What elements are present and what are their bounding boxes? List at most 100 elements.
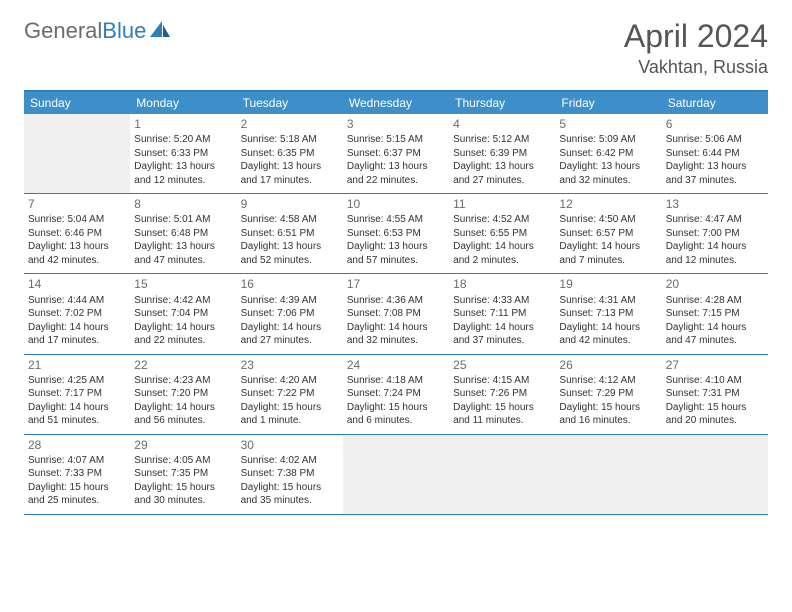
- weeks-container: 1Sunrise: 5:20 AMSunset: 6:33 PMDaylight…: [24, 114, 768, 515]
- sunrise-text: Sunrise: 5:12 AM: [453, 133, 551, 147]
- sunset-text: Sunset: 7:33 PM: [28, 467, 126, 481]
- sunset-text: Sunset: 7:17 PM: [28, 387, 126, 401]
- daylight-text: Daylight: 14 hours and 12 minutes.: [666, 240, 764, 267]
- brand-name: GeneralBlue: [24, 18, 146, 44]
- day-cell: [24, 114, 130, 193]
- sunrise-text: Sunrise: 5:15 AM: [347, 133, 445, 147]
- day-number: 10: [347, 196, 445, 212]
- sunset-text: Sunset: 6:46 PM: [28, 227, 126, 241]
- weekday-wed: Wednesday: [343, 92, 449, 114]
- day-cell: 1Sunrise: 5:20 AMSunset: 6:33 PMDaylight…: [130, 114, 236, 193]
- day-cell: 21Sunrise: 4:25 AMSunset: 7:17 PMDayligh…: [24, 355, 130, 434]
- sunrise-text: Sunrise: 5:06 AM: [666, 133, 764, 147]
- sunset-text: Sunset: 7:00 PM: [666, 227, 764, 241]
- daylight-text: Daylight: 14 hours and 37 minutes.: [453, 321, 551, 348]
- sunrise-text: Sunrise: 4:28 AM: [666, 294, 764, 308]
- sunrise-text: Sunrise: 4:33 AM: [453, 294, 551, 308]
- day-number: 14: [28, 276, 126, 292]
- day-cell: 7Sunrise: 5:04 AMSunset: 6:46 PMDaylight…: [24, 194, 130, 273]
- sunset-text: Sunset: 6:35 PM: [241, 147, 339, 161]
- sunset-text: Sunset: 7:13 PM: [559, 307, 657, 321]
- sunset-text: Sunset: 7:26 PM: [453, 387, 551, 401]
- daylight-text: Daylight: 14 hours and 2 minutes.: [453, 240, 551, 267]
- day-cell: 10Sunrise: 4:55 AMSunset: 6:53 PMDayligh…: [343, 194, 449, 273]
- day-cell: [449, 435, 555, 514]
- daylight-text: Daylight: 13 hours and 12 minutes.: [134, 160, 232, 187]
- day-cell: 4Sunrise: 5:12 AMSunset: 6:39 PMDaylight…: [449, 114, 555, 193]
- day-cell: 30Sunrise: 4:02 AMSunset: 7:38 PMDayligh…: [237, 435, 343, 514]
- daylight-text: Daylight: 14 hours and 51 minutes.: [28, 401, 126, 428]
- week-row: 14Sunrise: 4:44 AMSunset: 7:02 PMDayligh…: [24, 274, 768, 354]
- day-number: 16: [241, 276, 339, 292]
- daylight-text: Daylight: 13 hours and 17 minutes.: [241, 160, 339, 187]
- location: Vakhtan, Russia: [624, 57, 768, 78]
- daylight-text: Daylight: 14 hours and 17 minutes.: [28, 321, 126, 348]
- daylight-text: Daylight: 13 hours and 42 minutes.: [28, 240, 126, 267]
- sunrise-text: Sunrise: 4:42 AM: [134, 294, 232, 308]
- daylight-text: Daylight: 14 hours and 32 minutes.: [347, 321, 445, 348]
- sunset-text: Sunset: 7:15 PM: [666, 307, 764, 321]
- day-number: 27: [666, 357, 764, 373]
- weekday-fri: Friday: [555, 92, 661, 114]
- day-number: 1: [134, 116, 232, 132]
- day-cell: 16Sunrise: 4:39 AMSunset: 7:06 PMDayligh…: [237, 274, 343, 353]
- day-cell: 2Sunrise: 5:18 AMSunset: 6:35 PMDaylight…: [237, 114, 343, 193]
- sunset-text: Sunset: 6:39 PM: [453, 147, 551, 161]
- day-cell: 18Sunrise: 4:33 AMSunset: 7:11 PMDayligh…: [449, 274, 555, 353]
- daylight-text: Daylight: 14 hours and 42 minutes.: [559, 321, 657, 348]
- sunrise-text: Sunrise: 4:39 AM: [241, 294, 339, 308]
- day-cell: 27Sunrise: 4:10 AMSunset: 7:31 PMDayligh…: [662, 355, 768, 434]
- day-cell: 3Sunrise: 5:15 AMSunset: 6:37 PMDaylight…: [343, 114, 449, 193]
- daylight-text: Daylight: 15 hours and 16 minutes.: [559, 401, 657, 428]
- daylight-text: Daylight: 13 hours and 22 minutes.: [347, 160, 445, 187]
- sunrise-text: Sunrise: 4:44 AM: [28, 294, 126, 308]
- day-number: 25: [453, 357, 551, 373]
- day-number: 20: [666, 276, 764, 292]
- sunrise-text: Sunrise: 4:23 AM: [134, 374, 232, 388]
- sunset-text: Sunset: 6:37 PM: [347, 147, 445, 161]
- weekday-tue: Tuesday: [237, 92, 343, 114]
- daylight-text: Daylight: 13 hours and 37 minutes.: [666, 160, 764, 187]
- day-cell: 25Sunrise: 4:15 AMSunset: 7:26 PMDayligh…: [449, 355, 555, 434]
- daylight-text: Daylight: 15 hours and 20 minutes.: [666, 401, 764, 428]
- brand-part1: General: [24, 18, 102, 43]
- sunset-text: Sunset: 7:24 PM: [347, 387, 445, 401]
- daylight-text: Daylight: 15 hours and 25 minutes.: [28, 481, 126, 508]
- daylight-text: Daylight: 13 hours and 27 minutes.: [453, 160, 551, 187]
- brand-logo: GeneralBlue: [24, 18, 172, 44]
- sunset-text: Sunset: 6:44 PM: [666, 147, 764, 161]
- sunrise-text: Sunrise: 4:20 AM: [241, 374, 339, 388]
- day-cell: 28Sunrise: 4:07 AMSunset: 7:33 PMDayligh…: [24, 435, 130, 514]
- day-cell: 17Sunrise: 4:36 AMSunset: 7:08 PMDayligh…: [343, 274, 449, 353]
- day-number: 28: [28, 437, 126, 453]
- day-cell: 15Sunrise: 4:42 AMSunset: 7:04 PMDayligh…: [130, 274, 236, 353]
- day-number: 22: [134, 357, 232, 373]
- sunset-text: Sunset: 7:31 PM: [666, 387, 764, 401]
- day-cell: 22Sunrise: 4:23 AMSunset: 7:20 PMDayligh…: [130, 355, 236, 434]
- day-cell: 29Sunrise: 4:05 AMSunset: 7:35 PMDayligh…: [130, 435, 236, 514]
- day-cell: [662, 435, 768, 514]
- sunset-text: Sunset: 7:22 PM: [241, 387, 339, 401]
- sunset-text: Sunset: 6:53 PM: [347, 227, 445, 241]
- sunrise-text: Sunrise: 4:07 AM: [28, 454, 126, 468]
- sunrise-text: Sunrise: 5:20 AM: [134, 133, 232, 147]
- daylight-text: Daylight: 15 hours and 6 minutes.: [347, 401, 445, 428]
- sunset-text: Sunset: 6:51 PM: [241, 227, 339, 241]
- sunset-text: Sunset: 7:04 PM: [134, 307, 232, 321]
- sunrise-text: Sunrise: 4:55 AM: [347, 213, 445, 227]
- weekday-row: Sunday Monday Tuesday Wednesday Thursday…: [24, 92, 768, 114]
- sunrise-text: Sunrise: 4:12 AM: [559, 374, 657, 388]
- day-cell: 26Sunrise: 4:12 AMSunset: 7:29 PMDayligh…: [555, 355, 661, 434]
- daylight-text: Daylight: 15 hours and 35 minutes.: [241, 481, 339, 508]
- weekday-sat: Saturday: [662, 92, 768, 114]
- day-number: 5: [559, 116, 657, 132]
- day-cell: 13Sunrise: 4:47 AMSunset: 7:00 PMDayligh…: [662, 194, 768, 273]
- day-cell: 5Sunrise: 5:09 AMSunset: 6:42 PMDaylight…: [555, 114, 661, 193]
- weekday-thu: Thursday: [449, 92, 555, 114]
- calendar: Sunday Monday Tuesday Wednesday Thursday…: [24, 90, 768, 515]
- sunrise-text: Sunrise: 4:36 AM: [347, 294, 445, 308]
- daylight-text: Daylight: 13 hours and 57 minutes.: [347, 240, 445, 267]
- day-number: 3: [347, 116, 445, 132]
- day-cell: 12Sunrise: 4:50 AMSunset: 6:57 PMDayligh…: [555, 194, 661, 273]
- daylight-text: Daylight: 13 hours and 52 minutes.: [241, 240, 339, 267]
